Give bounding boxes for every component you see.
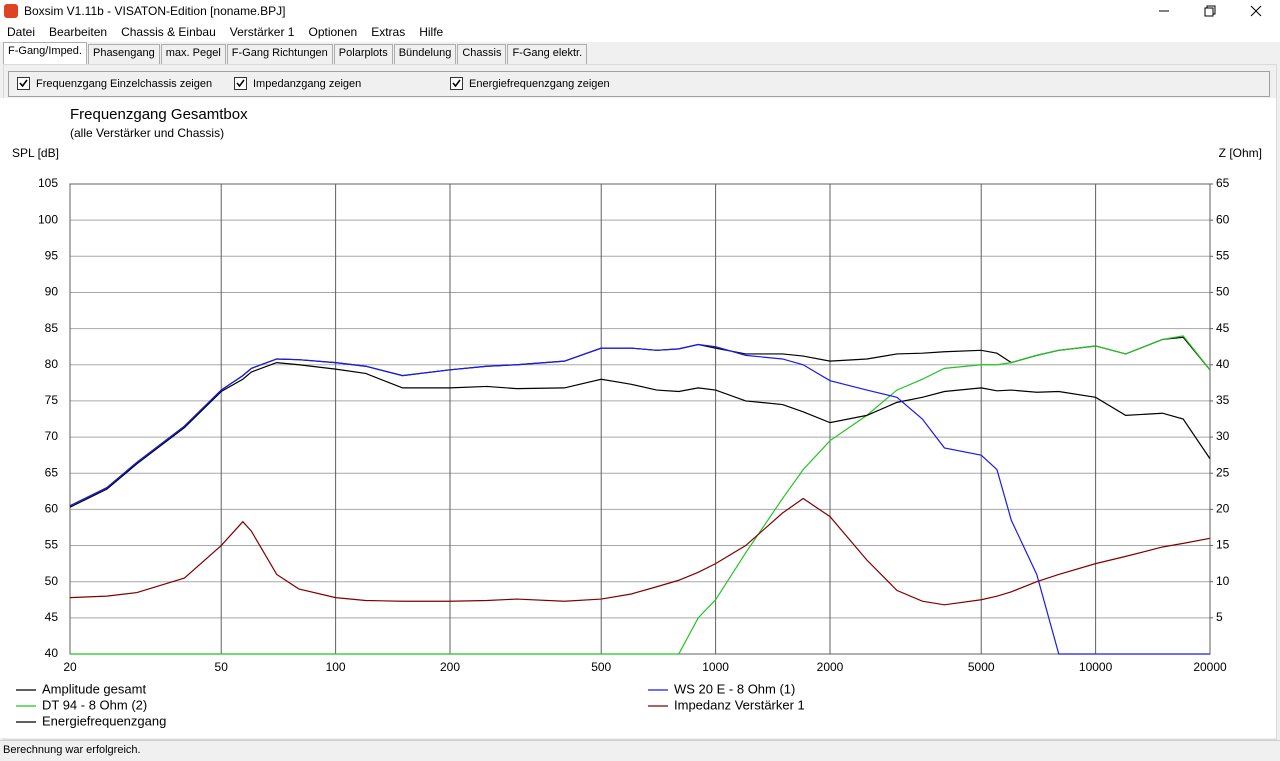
y-tick-label: 65 <box>45 465 59 479</box>
checkbox-label[interactable]: Energiefrequenzgang zeigen <box>469 77 610 90</box>
y-tick-label: 95 <box>45 248 59 262</box>
chart-subtitle: (alle Verstärker und Chassis) <box>70 126 224 140</box>
legend-label: DT 94 - 8 Ohm (2) <box>42 697 147 712</box>
series-line <box>70 335 1211 655</box>
checkbox[interactable]: Energiefrequenzgang zeigen <box>450 77 610 90</box>
series-line <box>69 343 1210 655</box>
tab[interactable]: F-Gang/Imped. <box>3 42 87 64</box>
y-tick-label: 55 <box>45 538 59 552</box>
y-tick-label: 80 <box>45 357 59 371</box>
status-text: Berechnung war erfolgreich. <box>3 744 141 756</box>
checkbox[interactable]: Impedanzgang zeigen <box>234 77 361 90</box>
y2-tick-label: 10 <box>1216 574 1230 588</box>
chart-background <box>0 98 1276 738</box>
restore-button[interactable] <box>1187 0 1233 22</box>
x-tick-label: 100 <box>326 660 346 674</box>
tab[interactable]: Bündelung <box>393 44 457 64</box>
menu-item[interactable]: Chassis & Einbau <box>121 25 216 39</box>
checkmark <box>19 79 28 88</box>
y-tick-label: 90 <box>45 285 59 299</box>
y-tick-label: 75 <box>45 393 59 407</box>
x-tick-label: 5000 <box>968 660 995 674</box>
y2-tick-label: 50 <box>1216 285 1230 299</box>
menu-item[interactable]: Extras <box>371 25 406 39</box>
y2-tick-label: 5 <box>1216 610 1223 624</box>
y-tick-label: 60 <box>45 502 59 516</box>
chart: Frequenzgang Gesamtbox (alle Verstärker … <box>0 98 1276 738</box>
y-axis-label: SPL [dB] <box>12 146 59 160</box>
menu-bar: Datei Bearbeiten Chassis & Einbau Verstärke… <box>0 22 1280 42</box>
minimize-button[interactable] <box>1141 0 1187 22</box>
app-icon <box>4 4 18 18</box>
y-tick-label: 50 <box>45 574 59 588</box>
checkmark <box>236 79 245 88</box>
y2-tick-label: 45 <box>1216 321 1230 335</box>
y-tick-label: 105 <box>38 176 58 190</box>
tab[interactable]: Chassis <box>457 44 507 64</box>
y2-tick-label: 60 <box>1216 212 1230 226</box>
menu-item[interactable]: Datei <box>7 25 36 39</box>
y2-tick-label: 20 <box>1216 502 1230 516</box>
tab[interactable]: max. Pegel <box>160 44 226 64</box>
close-button[interactable] <box>1233 0 1279 22</box>
y-tick-label: 45 <box>45 610 59 624</box>
x-tick-label: 200 <box>440 660 460 674</box>
checkbox-box[interactable] <box>234 77 247 90</box>
x-tick-label: 10000 <box>1079 660 1113 674</box>
y-tick-label: 85 <box>45 321 59 335</box>
series-line <box>69 497 1211 606</box>
y-tick-label: 100 <box>38 212 58 226</box>
x-tick-label: 1000 <box>702 660 729 674</box>
y2-tick-label: 25 <box>1216 465 1230 479</box>
y2-axis-label: Z [Ohm] <box>1219 146 1262 160</box>
checkbox-label[interactable]: Impedanzgang zeigen <box>253 77 362 90</box>
tab[interactable]: F-Gang Richtungen <box>226 44 333 64</box>
legend-label: Amplitude gesamt <box>42 681 146 696</box>
x-tick-label: 500 <box>591 660 611 674</box>
legend-label: WS 20 E - 8 Ohm (1) <box>674 681 795 696</box>
checkmark <box>452 79 461 88</box>
options-panel: Frequenzgang Einzelchassis zeigen Impedan… <box>8 71 1270 97</box>
y2-tick-label: 15 <box>1216 538 1230 552</box>
y2-tick-label: 55 <box>1216 248 1230 262</box>
tab[interactable]: Polarplots <box>333 44 393 64</box>
x-tick-label: 20 <box>63 660 77 674</box>
tab[interactable]: Phasengang <box>87 44 160 64</box>
menu-item[interactable]: Hilfe <box>419 25 444 39</box>
menu-item[interactable]: Verstärker 1 <box>229 25 295 39</box>
x-tick-label: 50 <box>215 660 229 674</box>
tab[interactable]: F-Gang elektr. <box>507 44 588 64</box>
legend-label: Impedanz Verstärker 1 <box>674 697 805 712</box>
checkbox-box[interactable] <box>450 77 463 90</box>
menu-item[interactable]: Bearbeiten <box>49 25 108 39</box>
x-tick-label: 20000 <box>1193 660 1227 674</box>
series-line <box>69 361 1211 508</box>
y2-tick-label: 65 <box>1216 176 1230 190</box>
checkbox-box[interactable] <box>17 77 30 90</box>
y2-tick-label: 30 <box>1216 429 1230 443</box>
y2-tick-label: 40 <box>1216 357 1230 371</box>
checkbox[interactable]: Frequenzgang Einzelchassis zeigen <box>17 77 212 90</box>
menu-item[interactable]: Optionen <box>308 25 358 39</box>
legend-label: Energiefrequenzgang <box>42 713 166 728</box>
y-tick-label: 70 <box>45 429 59 443</box>
checkbox-label[interactable]: Frequenzgang Einzelchassis zeigen <box>36 77 213 90</box>
y2-tick-label: 35 <box>1216 393 1230 407</box>
x-tick-label: 2000 <box>817 660 844 674</box>
status-bar: Berechnung war erfolgreich. <box>0 740 1280 761</box>
chart-title: Frequenzgang Gesamtbox <box>70 106 248 123</box>
title-bar: Boxsim V1.11b - VISATON-Edition [noname.… <box>0 0 1280 22</box>
y-tick-label: 40 <box>45 646 59 660</box>
tab-strip: F-Gang/Imped. Phasengang max. Pegel F-Gang … <box>3 42 588 64</box>
window-title: Boxsim V1.11b - VISATON-Edition [noname.… <box>24 4 286 18</box>
